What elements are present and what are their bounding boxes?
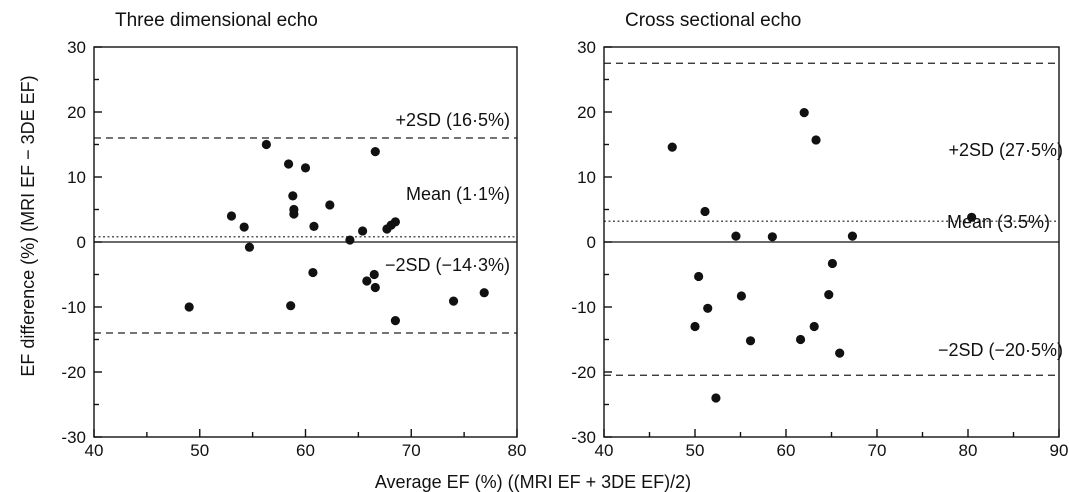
y-tick-label: 30	[577, 38, 596, 57]
data-point	[244, 242, 255, 252]
y-tick-label: 20	[577, 103, 596, 122]
data-point	[824, 290, 834, 300]
data-point	[369, 269, 379, 280]
data-point	[835, 348, 845, 358]
x-tick-label: 40	[85, 441, 104, 460]
data-point	[811, 135, 821, 145]
data-point	[308, 267, 318, 278]
x-tick-label: 80	[959, 441, 978, 460]
data-point	[358, 226, 368, 236]
upper-2sd-label: +2SD (27·5%)	[948, 140, 1063, 160]
data-point	[694, 271, 704, 282]
y-tick-label: -10	[61, 298, 86, 317]
y-tick-label: 0	[587, 233, 596, 252]
data-point	[300, 163, 311, 173]
data-point	[362, 276, 372, 286]
x-axis-label: Average EF (%) ((MRI EF + 3DE EF)/2)	[375, 472, 691, 492]
x-tick-label: 90	[1050, 441, 1069, 460]
three-dimensional-echo-panel: Three dimensional echo -30 -20 -10 0 10 20 30 4…	[61, 10, 526, 460]
data-point	[795, 334, 806, 345]
data-point	[667, 142, 677, 152]
data-point	[345, 235, 355, 245]
x-tick-label: 40	[595, 441, 614, 460]
mean-label: Mean (3.5%)	[947, 212, 1050, 232]
data-point	[736, 291, 747, 301]
y-tick-label: 10	[67, 168, 86, 187]
lower-2sd-label: −2SD (−14·3%)	[385, 255, 510, 275]
y-tick-label: 20	[67, 103, 86, 122]
data-point	[731, 231, 741, 241]
y-tick-label: -30	[61, 428, 86, 447]
y-tick-label: -20	[61, 363, 86, 382]
data-point	[847, 231, 858, 241]
data-point	[289, 209, 299, 219]
data-point	[711, 393, 721, 403]
y-tick-label: -10	[571, 298, 596, 317]
data-point	[288, 191, 298, 201]
x-tick-label: 80	[508, 441, 527, 460]
data-point	[700, 206, 710, 217]
data-point	[767, 232, 777, 242]
y-axis-label: EF difference (%) (MRI EF − 3DE EF)	[18, 75, 38, 376]
data-point	[226, 211, 237, 221]
cross-sectional-echo-panel: Cross sectional echo -30 -20 -10 0 10 20 30 40 5…	[571, 10, 1068, 460]
data-point	[309, 221, 319, 231]
data-point	[390, 217, 400, 227]
x-tick-label: 50	[686, 441, 705, 460]
data-point	[370, 147, 380, 157]
data-point	[283, 159, 294, 169]
y-tick-label: 0	[77, 233, 86, 252]
data-point	[827, 258, 838, 269]
data-point	[448, 296, 459, 306]
data-point	[967, 212, 977, 222]
data-point	[325, 200, 335, 210]
y-tick-label: 10	[577, 168, 596, 187]
panel-title: Cross sectional echo	[625, 10, 801, 31]
mean-label: Mean (1·1%)	[406, 184, 510, 204]
data-point	[239, 222, 249, 232]
x-tick-label: 60	[777, 441, 796, 460]
data-point	[745, 336, 756, 346]
data-point	[809, 321, 819, 332]
data-point	[479, 288, 489, 298]
data-point	[184, 302, 194, 312]
x-tick-label: 60	[296, 441, 315, 460]
data-point	[261, 139, 271, 150]
y-tick-label: -30	[571, 428, 596, 447]
data-point	[703, 303, 713, 313]
x-tick-label: 50	[190, 441, 209, 460]
data-point	[799, 108, 809, 118]
x-tick-label: 70	[868, 441, 887, 460]
data-point	[370, 282, 380, 293]
lower-2sd-label: −2SD (−20·5%)	[938, 340, 1063, 360]
data-point	[690, 321, 700, 332]
upper-2sd-label: +2SD (16·5%)	[395, 110, 510, 130]
panel-title: Three dimensional echo	[115, 10, 318, 31]
data-point	[286, 301, 296, 311]
y-tick-label: -20	[571, 363, 596, 382]
data-point	[390, 316, 400, 326]
y-tick-label: 30	[67, 38, 86, 57]
x-tick-label: 70	[402, 441, 421, 460]
